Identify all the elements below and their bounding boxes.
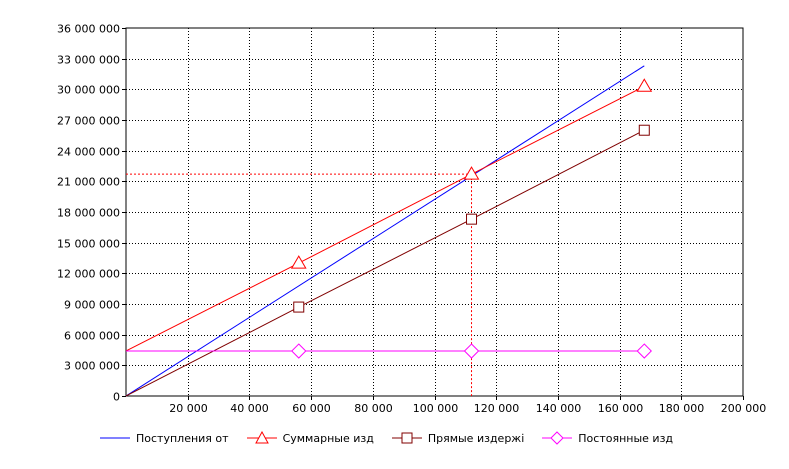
square-marker xyxy=(466,213,478,225)
x-tick-label: 100 000 xyxy=(413,402,459,415)
y-tick-label: 30 000 000 xyxy=(57,84,120,97)
diamond-marker xyxy=(291,343,307,359)
y-tick-label: 33 000 000 xyxy=(57,54,120,67)
diamond-icon xyxy=(542,431,573,445)
y-tick-label: 18 000 000 xyxy=(57,207,120,220)
legend-label-fixed-costs: Постоянные изд xyxy=(578,431,674,445)
triangle-marker xyxy=(463,166,480,180)
y-tick-label: 15 000 000 xyxy=(57,238,120,251)
square-marker xyxy=(293,301,305,313)
legend-label-direct-costs: Прямые издержі xyxy=(427,431,525,445)
y-tick-label: 12 000 000 xyxy=(57,268,120,281)
x-tick-label: 160 000 xyxy=(598,402,644,415)
y-tick-label: 9 000 000 xyxy=(64,299,120,312)
x-tick-label: 40 000 xyxy=(230,402,269,415)
legend-label-revenue: Поступления от xyxy=(136,431,229,445)
legend-line-icon xyxy=(100,437,130,439)
square-icon xyxy=(391,432,422,444)
triangle-marker xyxy=(290,255,307,269)
legend-label-total-costs: Суммарные изд xyxy=(282,431,374,445)
chart-legend: Поступления от Суммарные изд Прямые изде… xyxy=(100,428,691,448)
y-tick-label: 24 000 000 xyxy=(57,146,120,159)
x-tick-label: 120 000 xyxy=(474,402,520,415)
y-tick-label: 21 000 000 xyxy=(57,176,120,189)
legend-item-revenue: Поступления от xyxy=(100,431,229,445)
x-tick-label: 180 000 xyxy=(659,402,705,415)
y-tick-label: 27 000 000 xyxy=(57,115,120,128)
series-line-1 xyxy=(125,85,645,352)
y-tick-label: 36 000 000 xyxy=(57,23,120,36)
y-tick-label: 6 000 000 xyxy=(64,330,120,343)
x-tick-label: 80 000 xyxy=(354,402,393,415)
legend-item-direct-costs: Прямые издержі xyxy=(391,431,525,445)
triangle-icon xyxy=(246,431,277,444)
x-tick-label: 20 000 xyxy=(169,402,208,415)
break-even-chart: 0 3 000 000 6 000 000 9 000 000 12 000 000 15… xyxy=(57,23,767,416)
y-tick-label: 3 000 000 xyxy=(64,360,120,373)
diamond-marker xyxy=(463,343,480,359)
legend-item-fixed-costs: Постоянные изд xyxy=(542,431,673,445)
series-line-2 xyxy=(125,129,645,397)
x-tick-label: 140 000 xyxy=(536,402,582,415)
square-marker xyxy=(638,124,650,136)
y-tick-label: 0 xyxy=(113,391,120,404)
plot-area xyxy=(125,27,744,397)
diamond-marker xyxy=(636,343,652,359)
triangle-marker xyxy=(636,78,653,92)
x-tick-label: 60 000 xyxy=(292,402,331,415)
series-line-0 xyxy=(125,65,645,397)
legend-item-total-costs: Суммарные изд xyxy=(246,431,374,445)
x-tick-label: 200 000 xyxy=(721,402,767,415)
